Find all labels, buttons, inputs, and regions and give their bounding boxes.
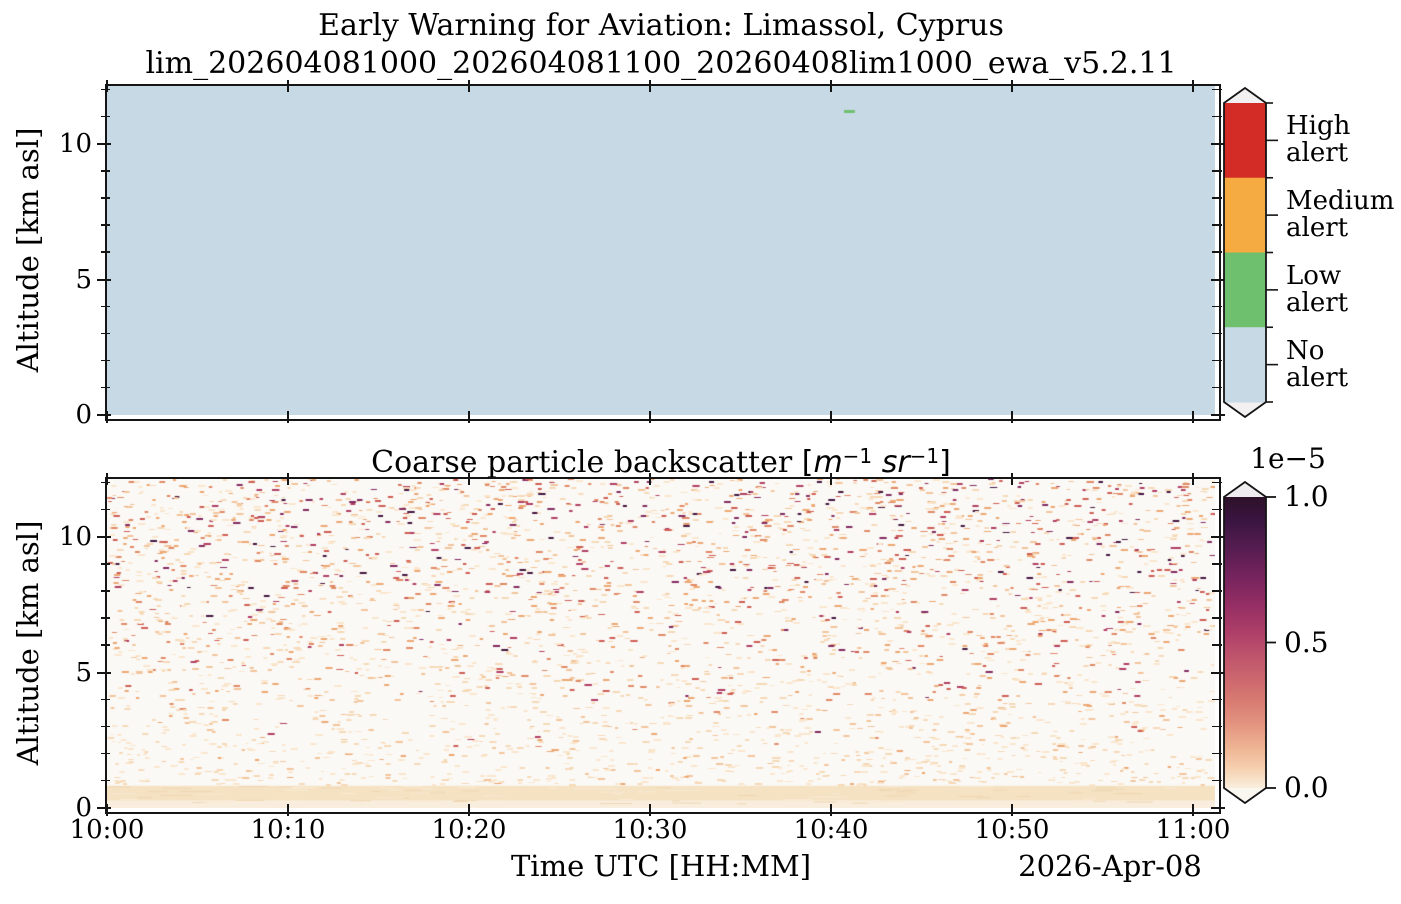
x-tick-label: 10:50 <box>974 815 1050 845</box>
y-tick-label: 10 <box>58 522 92 552</box>
colorbar-category-label-line2: alert <box>1286 287 1349 318</box>
colorbar-scale-label: 1e−5 <box>1250 442 1326 475</box>
y-tick-label: 5 <box>75 264 92 295</box>
colorbar-extend-triangle <box>1224 788 1266 803</box>
backscatter-title-m-exponent: −1 <box>842 444 873 468</box>
y-tick-label: 0 <box>75 400 92 430</box>
colorbar-category-label-line1: Low <box>1286 260 1342 291</box>
colorbar-extend-triangle <box>1224 88 1266 103</box>
alert-colorbar <box>1223 86 1278 419</box>
backscatter-heatmap-panel <box>105 477 1221 814</box>
backscatter-title-close-bracket: ] <box>939 445 951 480</box>
colorbar-outline <box>1223 480 1267 805</box>
colorbar-category-label-line1: No <box>1286 335 1325 366</box>
colorbar-extend-triangle <box>1224 482 1266 497</box>
colorbar-category-label: Medium alert <box>1286 188 1394 242</box>
y-tick-label: 5 <box>75 657 92 688</box>
colorbar-gradient <box>1224 497 1266 788</box>
colorbar-category-label: High alert <box>1286 113 1350 167</box>
colorbar-tick-label: 0.0 <box>1284 771 1329 804</box>
x-tick-label: 10:00 <box>69 815 145 845</box>
backscatter-title-sr: sr <box>881 445 910 480</box>
colorbar-category-label-line2: alert <box>1286 362 1349 393</box>
colorbar-category-label: Low alert <box>1286 260 1349 318</box>
colorbar-segment <box>1224 177 1266 253</box>
figure-title-line1: Early Warning for Aviation: Limassol, Cy… <box>318 8 1004 43</box>
colorbar-segment <box>1224 103 1266 179</box>
x-tick-label: 10:10 <box>250 815 326 845</box>
backscatter-title-m: m <box>813 445 843 480</box>
colorbar-segment <box>1224 252 1266 328</box>
x-tick-label: 10:20 <box>431 815 507 845</box>
backscatter-title-prefix: Coarse particle backscatter <box>371 445 802 480</box>
x-tick-label: 11:00 <box>1155 815 1231 845</box>
x-tick-label: 10:30 <box>612 815 688 845</box>
x-tick-label: 10:40 <box>793 815 869 845</box>
colorbar-category-label-line2: alert <box>1286 138 1349 169</box>
backscatter-title-space <box>872 445 882 480</box>
x-axis-label: Time UTC [HH:MM] <box>510 849 812 883</box>
backscatter-title: Coarse particle backscatter [m−1 sr−1] <box>105 438 1217 481</box>
colorbar-segment <box>1224 327 1266 403</box>
backscatter-y-axis-label: Altitude [km asl] <box>11 520 45 766</box>
backscatter-title-open-bracket: [ <box>801 445 814 480</box>
date-label: 2026-Apr-08 <box>1018 849 1202 883</box>
backscatter-heatmap-canvas <box>107 479 1215 808</box>
backscatter-title-sr-exponent: −1 <box>909 444 940 468</box>
alert-y-axis-label: Altitude [km asl] <box>11 127 45 373</box>
colorbar-outline <box>1223 86 1267 419</box>
colorbar-tick-label: 0.5 <box>1284 625 1329 659</box>
y-tick-label: 10 <box>58 129 92 159</box>
colorbar-category-label-line1: High <box>1286 111 1351 142</box>
colorbar-category-label: No alert <box>1286 335 1349 393</box>
alert-heatmap-panel <box>105 84 1221 421</box>
backscatter-colorbar <box>1223 480 1276 805</box>
colorbar-category-label-line1: Medium <box>1286 186 1395 217</box>
alert-heatmap-canvas <box>107 86 1215 415</box>
colorbar-extend-triangle <box>1224 402 1266 417</box>
y-tick-label: 0 <box>75 793 92 823</box>
colorbar-category-label-line2: alert <box>1286 213 1349 244</box>
figure-title-line2: lim_202604081000_202604081100_20260408li… <box>145 46 1177 81</box>
colorbar-tick-label: 1.0 <box>1284 480 1329 513</box>
